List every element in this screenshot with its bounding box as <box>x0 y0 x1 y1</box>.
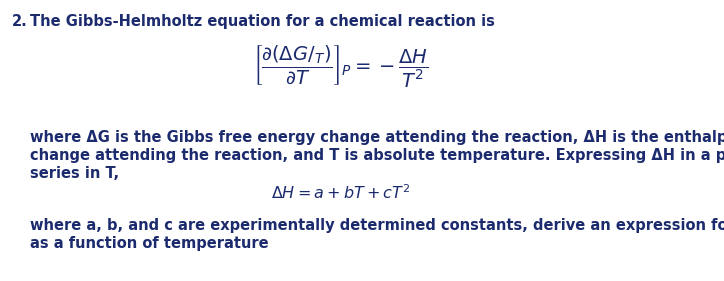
Text: series in T,: series in T, <box>30 166 119 181</box>
Text: The Gibbs-Helmholtz equation for a chemical reaction is: The Gibbs-Helmholtz equation for a chemi… <box>30 14 495 29</box>
Text: where a, b, and c are experimentally determined constants, derive an expression : where a, b, and c are experimentally det… <box>30 218 724 233</box>
Text: $\Delta H = a +bT + cT^2$: $\Delta H = a +bT + cT^2$ <box>271 183 410 202</box>
Text: change attending the reaction, and T is absolute temperature. Expressing ΔH in a: change attending the reaction, and T is … <box>30 148 724 163</box>
Text: where ΔG is the Gibbs free energy change attending the reaction, ΔH is the entha: where ΔG is the Gibbs free energy change… <box>30 130 724 145</box>
Text: as a function of temperature: as a function of temperature <box>30 236 269 251</box>
Text: $\left[\dfrac{\partial(\Delta G/_{T})}{\partial T}\right]_{P} = -\dfrac{\Delta H: $\left[\dfrac{\partial(\Delta G/_{T})}{\… <box>253 44 428 90</box>
Text: 2.: 2. <box>12 14 28 29</box>
